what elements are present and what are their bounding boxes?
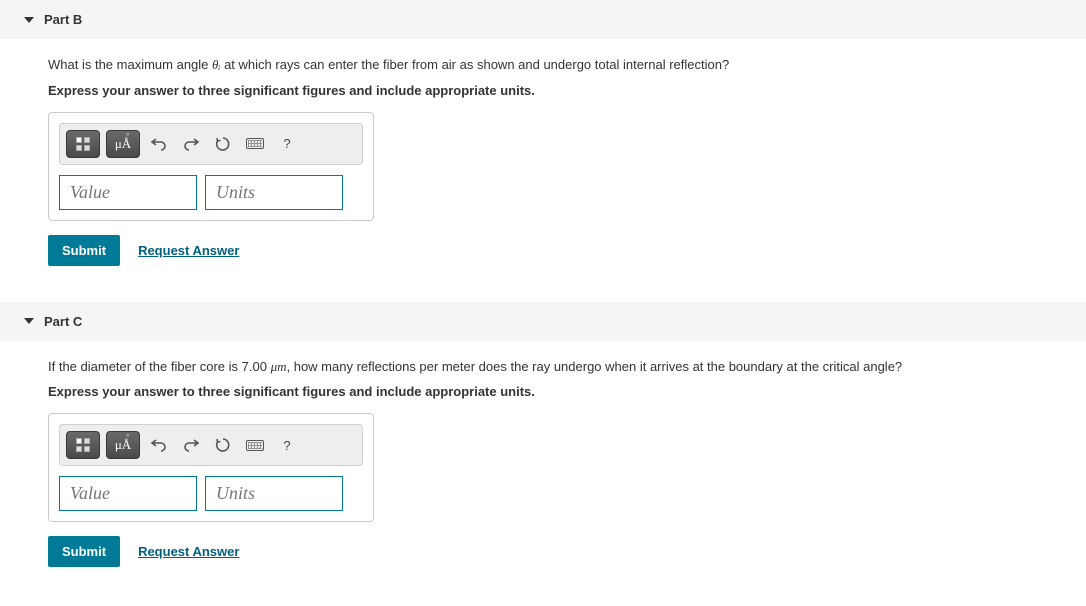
instruction-text: Express your answer to three significant…	[48, 384, 1070, 399]
answer-box: μÅ° ?	[48, 413, 374, 522]
equation-toolbar: μÅ° ?	[59, 123, 363, 165]
undo-button[interactable]	[146, 131, 172, 157]
actions-row: Submit Request Answer	[48, 536, 1070, 567]
request-answer-link[interactable]: Request Answer	[138, 544, 239, 559]
redo-button[interactable]	[178, 131, 204, 157]
mu-angstrom-icon: μÅ°	[115, 437, 131, 453]
redo-icon	[183, 438, 199, 452]
undo-icon	[151, 438, 167, 452]
help-icon: ?	[283, 438, 290, 453]
part-title: Part C	[44, 314, 82, 329]
equation-toolbar: μÅ° ?	[59, 424, 363, 466]
keyboard-icon	[246, 138, 264, 149]
inputs-row	[59, 175, 363, 210]
keyboard-icon	[246, 440, 264, 451]
reset-button[interactable]	[210, 131, 236, 157]
templates-button[interactable]	[66, 130, 100, 158]
value-input[interactable]	[59, 476, 197, 511]
redo-button[interactable]	[178, 432, 204, 458]
reset-button[interactable]	[210, 432, 236, 458]
part-title: Part B	[44, 12, 82, 27]
request-answer-link[interactable]: Request Answer	[138, 243, 239, 258]
keyboard-button[interactable]	[242, 131, 268, 157]
templates-button[interactable]	[66, 431, 100, 459]
units-symbols-button[interactable]: μÅ°	[106, 431, 140, 459]
mu-angstrom-icon: μÅ°	[115, 136, 131, 152]
part-b: Part B What is the maximum angle θᵢ at w…	[0, 0, 1086, 282]
submit-button[interactable]: Submit	[48, 536, 120, 567]
units-input[interactable]	[205, 175, 343, 210]
question-post: , how many reflections per meter does th…	[286, 359, 902, 374]
templates-icon	[76, 137, 90, 151]
help-button[interactable]: ?	[274, 432, 300, 458]
reset-icon	[215, 136, 231, 152]
inputs-row	[59, 476, 363, 511]
collapse-icon[interactable]	[24, 17, 34, 23]
question-pre: If the diameter of the fiber core is 7.0…	[48, 359, 271, 374]
help-button[interactable]: ?	[274, 131, 300, 157]
question-variable: μm	[271, 359, 287, 374]
part-c: Part C If the diameter of the fiber core…	[0, 302, 1086, 584]
part-body: If the diameter of the fiber core is 7.0…	[0, 341, 1086, 584]
actions-row: Submit Request Answer	[48, 235, 1070, 266]
value-input[interactable]	[59, 175, 197, 210]
keyboard-button[interactable]	[242, 432, 268, 458]
instruction-text: Express your answer to three significant…	[48, 83, 1070, 98]
question-post: at which rays can enter the fiber from a…	[220, 57, 729, 72]
collapse-icon[interactable]	[24, 318, 34, 324]
help-icon: ?	[283, 136, 290, 151]
undo-icon	[151, 137, 167, 151]
reset-icon	[215, 437, 231, 453]
units-input[interactable]	[205, 476, 343, 511]
question-text: What is the maximum angle θᵢ at which ra…	[48, 55, 1070, 75]
question-pre: What is the maximum angle	[48, 57, 212, 72]
question-text: If the diameter of the fiber core is 7.0…	[48, 357, 1070, 377]
part-body: What is the maximum angle θᵢ at which ra…	[0, 39, 1086, 282]
part-header[interactable]: Part B	[0, 0, 1086, 39]
part-header[interactable]: Part C	[0, 302, 1086, 341]
undo-button[interactable]	[146, 432, 172, 458]
templates-icon	[76, 438, 90, 452]
redo-icon	[183, 137, 199, 151]
submit-button[interactable]: Submit	[48, 235, 120, 266]
units-symbols-button[interactable]: μÅ°	[106, 130, 140, 158]
answer-box: μÅ° ?	[48, 112, 374, 221]
